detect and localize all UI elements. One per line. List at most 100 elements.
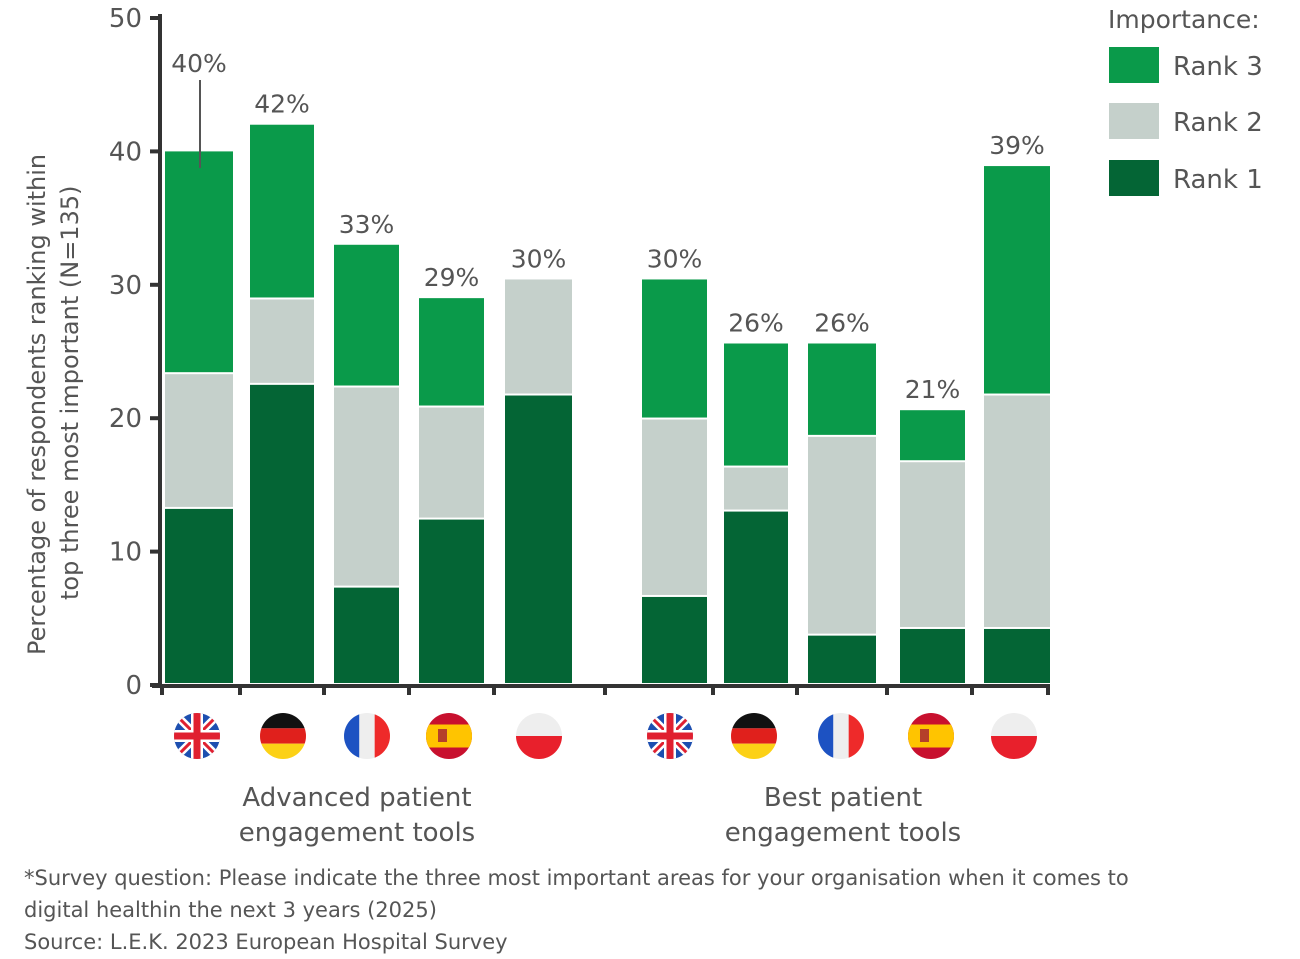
bar-rank-1	[724, 511, 788, 683]
germany-flag-icon	[731, 713, 777, 759]
legend-label: Rank 2	[1173, 108, 1263, 138]
legend-label: Rank 3	[1173, 52, 1263, 82]
uk-flag-icon	[174, 713, 220, 759]
data-label: 30%	[511, 244, 567, 273]
flag-body	[647, 713, 693, 759]
flag-stripe	[833, 713, 849, 759]
flag-body	[426, 713, 472, 759]
y-tick-label: 50	[109, 4, 142, 34]
legend-swatch-rank-2	[1109, 103, 1159, 139]
coat-of-arms	[438, 729, 447, 742]
bar-rank-2	[724, 467, 788, 510]
flag-body	[818, 713, 864, 759]
data-label: 29%	[424, 263, 480, 292]
group-label-line2: engagement tools	[239, 818, 475, 848]
data-label: 30%	[647, 244, 703, 273]
flag-body	[174, 713, 220, 759]
bar-rank-3	[250, 124, 314, 298]
flag-stripe	[426, 724, 472, 748]
legend-label: Rank 1	[1173, 165, 1263, 195]
bar-rank-2	[334, 387, 399, 586]
flag-stripe	[174, 732, 220, 740]
data-label: 26%	[814, 308, 870, 337]
france-flag-icon	[344, 713, 390, 759]
bar-rank-3	[984, 166, 1050, 394]
y-axis-label-line2: top three most important (N=135)	[56, 186, 84, 600]
france-flag-icon	[818, 713, 864, 759]
flag-body	[731, 713, 777, 759]
group-label-line2: engagement tools	[725, 818, 961, 848]
flag-stripe	[260, 743, 306, 759]
data-label: 42%	[254, 90, 310, 119]
group-label: Best patient	[764, 783, 922, 813]
bar-rank-3	[334, 244, 399, 386]
footnote-question-cont: digital healthin the next 3 years (2025)	[24, 898, 437, 922]
y-tick-label: 10	[109, 538, 142, 568]
flag-stripe	[991, 736, 1037, 759]
bar-rank-3	[419, 298, 484, 406]
bar-rank-2	[808, 436, 876, 634]
y-tick-label: 40	[109, 137, 142, 167]
bar-rank-2	[642, 419, 707, 595]
data-label: 40%	[171, 49, 227, 78]
bar-rank-3	[900, 410, 965, 461]
legend-swatch-rank-1	[1109, 160, 1159, 196]
flag-body	[991, 713, 1037, 759]
spain-flag-icon	[426, 713, 472, 759]
bar-rank-2	[984, 395, 1050, 627]
bar-rank-2	[900, 462, 965, 627]
bar-rank-2	[165, 374, 233, 507]
flag-body	[260, 713, 306, 759]
data-label: 26%	[728, 308, 784, 337]
flag-stripe	[344, 713, 360, 759]
flag-stripe	[516, 713, 562, 736]
flag-stripe	[374, 713, 390, 759]
flag-stripe	[818, 713, 834, 759]
bar-rank-1	[808, 635, 876, 683]
y-axis-label: Percentage of respondents ranking within	[23, 154, 51, 655]
flag-stripe	[260, 713, 306, 729]
stacked-bar-chart: 40% 42% 33% 29% 30% 30% 26% 26% 21% 39% 0 10 20 30 40…	[23, 4, 1263, 848]
bar-rank-1	[984, 628, 1050, 683]
flag-stripe	[848, 713, 864, 759]
flag-body	[344, 713, 390, 759]
y-tick-label: 0	[125, 671, 142, 701]
bar-rank-1	[334, 587, 399, 683]
bar-rank-3	[724, 343, 788, 466]
bar-rank-3	[165, 151, 233, 373]
group-label: Advanced patient	[242, 783, 471, 813]
poland-flag-icon	[516, 713, 562, 759]
flag-stripe	[991, 713, 1037, 736]
flag-body	[516, 713, 562, 759]
bar-rank-1	[642, 596, 707, 683]
bar-rank-1	[250, 384, 314, 683]
footnote-question: *Survey question: Please indicate the th…	[24, 866, 1129, 890]
bar-rank-2	[250, 299, 314, 383]
coat-of-arms	[920, 729, 929, 742]
flag-stripe	[260, 728, 306, 744]
bar-rank-1	[900, 628, 965, 683]
uk-flag-icon	[647, 713, 693, 759]
legend-swatch-rank-3	[1109, 47, 1159, 83]
flag-stripe	[731, 743, 777, 759]
data-label: 33%	[339, 210, 395, 239]
germany-flag-icon	[260, 713, 306, 759]
spain-flag-icon	[908, 713, 954, 759]
bar-rank-1	[505, 395, 572, 683]
bar-rank-1	[419, 519, 484, 683]
data-label: 21%	[905, 375, 961, 404]
bar-rank-2	[505, 279, 572, 394]
flag-body	[908, 713, 954, 759]
footnote-source: Source: L.E.K. 2023 European Hospital Su…	[24, 930, 508, 954]
bar-rank-1	[165, 508, 233, 683]
flag-stripe	[359, 713, 375, 759]
flag-stripe	[516, 736, 562, 759]
flag-stripe	[731, 713, 777, 729]
poland-flag-icon	[991, 713, 1037, 759]
y-tick-label: 30	[109, 271, 142, 301]
legend-title: Importance:	[1108, 5, 1260, 34]
y-tick-label: 20	[109, 404, 142, 434]
flag-stripe	[908, 724, 954, 748]
bar-rank-2	[419, 407, 484, 518]
bar-rank-3	[808, 343, 876, 435]
